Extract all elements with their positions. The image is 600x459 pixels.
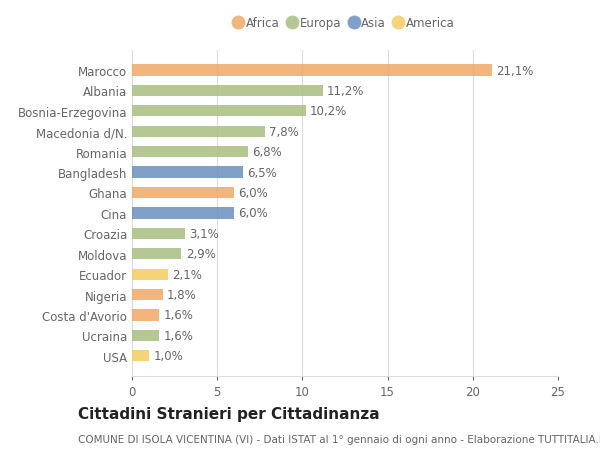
Text: 3,1%: 3,1% — [189, 227, 219, 240]
Text: 2,9%: 2,9% — [185, 248, 215, 261]
Bar — [132, 167, 243, 178]
Text: 1,8%: 1,8% — [167, 288, 197, 302]
Text: 21,1%: 21,1% — [496, 64, 533, 78]
Text: Cittadini Stranieri per Cittadinanza: Cittadini Stranieri per Cittadinanza — [78, 406, 380, 421]
Text: 6,8%: 6,8% — [252, 146, 282, 159]
Bar — [132, 65, 491, 77]
Bar — [132, 330, 159, 341]
Bar — [132, 269, 168, 280]
Bar — [132, 310, 159, 321]
Bar — [132, 106, 306, 117]
Bar — [132, 289, 163, 301]
Text: 6,0%: 6,0% — [239, 207, 268, 220]
Bar — [132, 350, 149, 362]
Text: 7,8%: 7,8% — [269, 125, 299, 139]
Bar — [132, 208, 234, 219]
Bar — [132, 126, 265, 138]
Text: 1,6%: 1,6% — [164, 329, 193, 342]
Text: 1,6%: 1,6% — [164, 309, 193, 322]
Text: 10,2%: 10,2% — [310, 105, 347, 118]
Bar — [132, 187, 234, 199]
Bar — [132, 147, 248, 158]
Text: COMUNE DI ISOLA VICENTINA (VI) - Dati ISTAT al 1° gennaio di ogni anno - Elabora: COMUNE DI ISOLA VICENTINA (VI) - Dati IS… — [78, 434, 600, 444]
Text: 2,1%: 2,1% — [172, 268, 202, 281]
Text: 11,2%: 11,2% — [327, 85, 364, 98]
Text: 6,0%: 6,0% — [239, 187, 268, 200]
Legend: Africa, Europa, Asia, America: Africa, Europa, Asia, America — [235, 17, 455, 30]
Text: 1,0%: 1,0% — [154, 349, 183, 363]
Bar — [132, 86, 323, 97]
Bar — [132, 228, 185, 240]
Text: 6,5%: 6,5% — [247, 166, 277, 179]
Bar — [132, 249, 181, 260]
